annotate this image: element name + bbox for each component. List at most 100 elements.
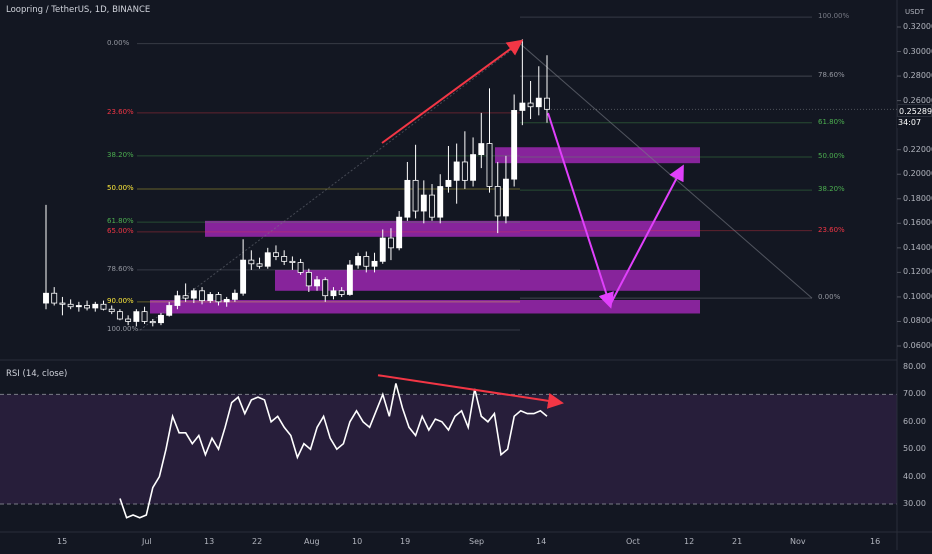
candle-body <box>248 259 255 265</box>
fib-left-label: 90.00% <box>107 296 134 305</box>
zone-3 <box>150 299 700 314</box>
fib-right-label: 23.60% <box>818 225 845 234</box>
candle-body <box>379 237 386 262</box>
candle <box>330 287 337 300</box>
candle-body <box>305 271 312 287</box>
rsi-pane <box>0 374 897 519</box>
time-tick-label: 19 <box>400 537 411 546</box>
candle <box>346 260 353 296</box>
rsi-tick-label: 40.00 <box>903 471 926 481</box>
candle-body <box>240 259 247 294</box>
candle <box>314 276 320 291</box>
candle-body <box>527 102 534 108</box>
candle <box>75 301 82 312</box>
candle-body <box>92 303 99 309</box>
rsi-title: RSI (14, close) <box>6 369 68 379</box>
candle-body <box>133 311 140 322</box>
time-tick-label: 13 <box>204 537 215 546</box>
candle <box>289 256 296 270</box>
candle <box>92 301 99 312</box>
candle-body <box>141 311 148 322</box>
candle <box>149 319 156 327</box>
candle-body <box>330 290 337 297</box>
candle <box>240 239 247 296</box>
candle <box>486 88 493 193</box>
candle <box>273 245 279 261</box>
fib-right-label: 0.00% <box>818 293 841 302</box>
candle <box>297 258 304 275</box>
candle <box>108 305 115 315</box>
candle-body <box>231 292 238 300</box>
countdown-tag: 34:07 <box>897 117 932 128</box>
candle-body <box>51 292 58 304</box>
magenta-down-arrow <box>547 112 614 309</box>
candle <box>437 174 444 224</box>
chart-title: Loopring / TetherUS, 1D, BINANCE <box>6 5 151 15</box>
candle <box>166 301 173 317</box>
time-tick-label: Jul <box>142 537 152 546</box>
candle <box>379 229 386 264</box>
candle-body <box>314 279 320 287</box>
zone-2 <box>275 269 700 291</box>
candle-body <box>396 216 403 249</box>
candle-body <box>116 311 123 320</box>
candle <box>199 287 205 305</box>
candle <box>494 161 501 234</box>
candle <box>43 204 49 310</box>
candle-body <box>502 178 509 217</box>
time-tick-label: Aug <box>304 537 320 546</box>
red-trend-arrow <box>381 39 524 144</box>
candle-body <box>445 179 452 187</box>
candle-body <box>223 298 230 303</box>
candle-body <box>190 290 197 299</box>
candle-body <box>75 305 82 308</box>
candle <box>527 80 534 120</box>
fib-right-trendline <box>519 43 813 299</box>
candle <box>158 312 164 326</box>
fib-left-label: 50.00% <box>107 183 134 192</box>
candle-body <box>100 303 107 310</box>
candle <box>502 155 509 224</box>
candle <box>355 252 362 269</box>
candle-body <box>338 290 345 295</box>
candle <box>478 112 485 169</box>
fib-right-label: 38.20% <box>818 185 845 194</box>
candle-body <box>149 321 156 324</box>
candle-body <box>544 97 550 110</box>
candle-body <box>535 97 542 108</box>
candle-body <box>355 256 362 266</box>
candle-body <box>363 256 370 267</box>
candle <box>67 299 74 310</box>
candle <box>404 161 411 221</box>
candle-body <box>166 305 173 316</box>
candle <box>116 309 123 321</box>
rsi-tick-label: 70.00 <box>903 389 926 399</box>
candle <box>371 252 378 273</box>
candle <box>519 39 526 126</box>
candle <box>470 137 477 187</box>
candle <box>51 287 58 306</box>
candle <box>256 257 263 269</box>
candle <box>231 289 238 302</box>
candle <box>412 144 419 219</box>
candle <box>59 296 66 316</box>
candle-body <box>404 179 411 218</box>
fib-left-label: 61.80% <box>107 217 134 226</box>
candle-body <box>429 194 435 218</box>
time-tick-label: 10 <box>352 537 363 546</box>
price-tick-label: 0.06000 <box>903 341 932 350</box>
candle <box>338 287 345 297</box>
candle <box>445 146 452 193</box>
fibonacci-retracements <box>137 16 813 331</box>
candle-body <box>199 290 205 302</box>
time-tick-label: 14 <box>536 537 547 546</box>
magenta-up-arrow <box>609 164 684 306</box>
fib-left-trendline <box>139 43 521 331</box>
candle <box>174 290 181 310</box>
zone-0 <box>495 147 700 164</box>
